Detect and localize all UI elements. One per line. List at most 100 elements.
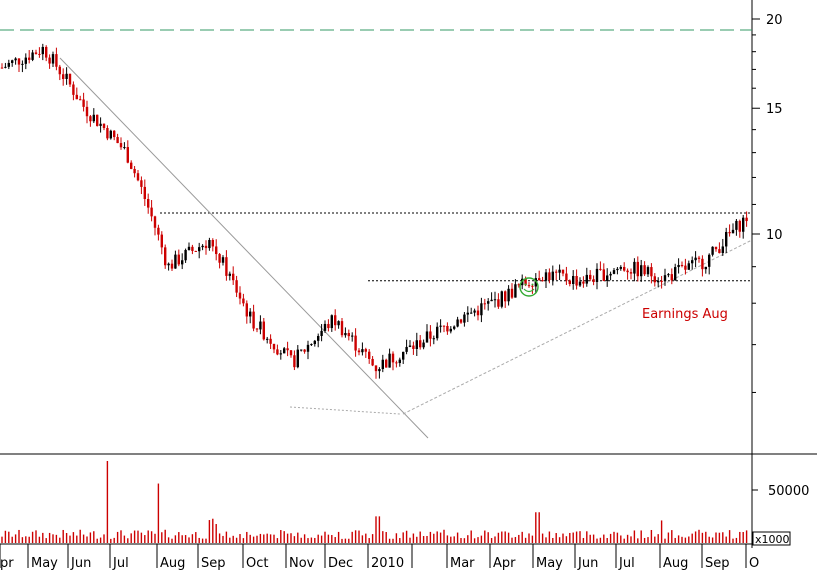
volume-bar [684,537,687,543]
volume-bar [348,538,350,543]
candle-body [191,246,194,251]
volume-bar [606,538,608,543]
candle-body [68,73,72,85]
candle-body [497,299,500,307]
candle-body [429,331,432,339]
candle-body [174,254,177,269]
candle-body [575,275,578,286]
volume-bar [188,537,190,543]
volume-bar [613,531,615,543]
candle-body [306,344,310,352]
volume-bar [334,537,336,543]
candle-body [738,220,741,232]
volume-bar [171,538,173,543]
price-tick-label: 20 [766,13,783,28]
volume-bar [65,532,68,543]
candle-body [330,315,333,329]
price-tick-label: 15 [766,102,783,117]
candle-body [276,349,279,355]
candle-body [11,60,14,63]
volume-bar [123,535,126,543]
volume-bar [633,530,636,543]
month-label: Oct [246,556,268,571]
month-label: Mar [450,556,475,571]
candle-body [507,288,510,302]
candle-body [718,249,721,254]
volume-bar [416,536,418,543]
candle-body [153,216,157,228]
candle-body [650,267,653,277]
volume-bar [246,531,248,543]
candle-body [684,265,687,270]
volume-bar [242,538,245,543]
volume-bar [562,533,564,543]
candle-body [262,321,265,340]
volume-bar [225,531,228,543]
candle-body [398,359,401,364]
candle-body [313,340,316,345]
candle-body [170,263,174,269]
volume-bar [256,535,258,543]
volume-bar [72,532,75,543]
volume-bar [701,532,704,543]
candle-body [75,94,78,100]
volume-bar [324,531,326,543]
month-ticks-group: pr May Jun Jul Aug Sep Oct Nov Dec 2010 Mar Apr May J… [0,544,759,571]
month-label: O [749,556,759,571]
candle-body [402,351,405,360]
candle-body [300,349,303,351]
candle-body [725,231,728,247]
volume-bar [514,537,517,543]
candle-body [510,288,514,298]
candle-body [347,332,350,337]
volume-bar [589,534,591,543]
candle-body [249,311,252,317]
volume-bar [150,531,153,543]
candle-body [113,130,116,138]
candle-body [714,246,718,250]
volume-bar [120,530,122,543]
candle-body [361,349,364,353]
volume-bar [484,530,486,543]
volume-bar [647,537,649,543]
candle-body [680,264,684,266]
volume-bar [62,529,64,543]
month-label: Jul [618,556,635,571]
volume-bar [86,536,88,543]
volume-bar [711,537,714,543]
volume-bar [426,535,428,543]
volume-bar [599,537,602,543]
volume-bar [21,537,24,543]
candle-body [572,275,575,285]
candle-body [473,310,476,313]
candle-body [72,84,75,95]
candle-body [643,265,646,275]
candle-body [116,137,119,144]
month-label: Jul [112,556,129,571]
candles-group [0,43,748,379]
candle-body [687,263,690,270]
volume-bar [31,531,34,543]
candle-body [531,285,534,287]
candle-body [745,217,748,222]
volume-bar [140,532,143,543]
candle-body [327,323,330,329]
volume-bar [317,534,319,543]
volume-bar [739,531,741,543]
candle-body [466,312,469,315]
volume-bar [147,530,149,543]
candle-body [147,199,150,208]
volume-bar [385,532,387,543]
volume-bar [504,531,506,543]
candle-body [85,106,89,117]
volume-bar [722,532,724,543]
volume-bar [276,538,279,543]
volume-bar [718,532,721,543]
candle-body [354,335,357,351]
candle-body [561,269,565,274]
candle-body [79,99,82,101]
candle-body [592,279,595,282]
volume-bar [494,536,496,543]
candle-body [204,245,208,249]
volume-bar [137,530,139,543]
